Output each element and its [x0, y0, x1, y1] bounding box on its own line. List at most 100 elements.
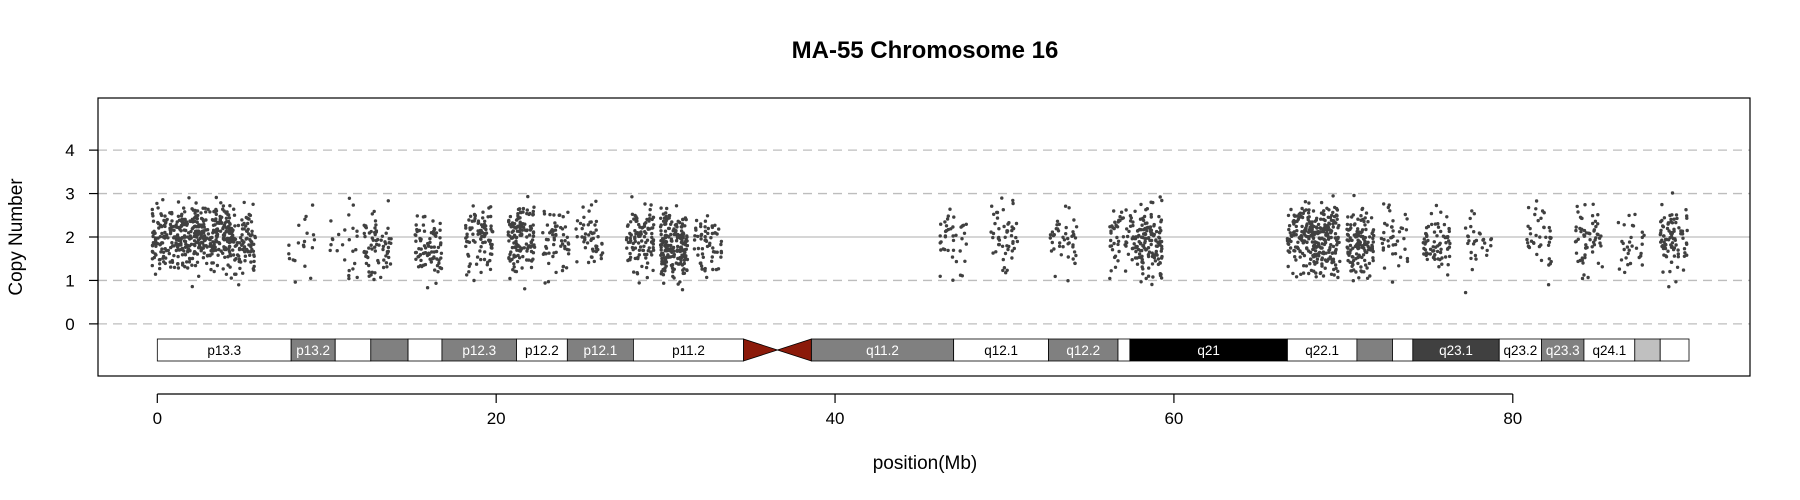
data-point [939, 222, 943, 226]
data-point [465, 232, 469, 236]
data-point [1066, 279, 1070, 283]
data-point [196, 213, 200, 218]
data-point [664, 211, 668, 215]
data-point [1354, 252, 1359, 256]
data-point [589, 230, 593, 234]
data-point [211, 218, 215, 222]
data-point [247, 217, 251, 221]
data-point [1627, 248, 1631, 252]
data-point [1672, 254, 1677, 258]
data-point [1588, 238, 1592, 242]
data-point [311, 233, 316, 237]
data-point [1005, 244, 1009, 248]
data-point [520, 228, 524, 232]
data-point [1668, 269, 1672, 274]
data-point [554, 270, 558, 275]
data-point [179, 237, 183, 241]
data-point [699, 261, 703, 265]
data-point [1109, 269, 1113, 273]
data-point [1110, 248, 1115, 252]
data-point [651, 215, 655, 220]
data-point [303, 264, 307, 268]
data-point [1629, 235, 1633, 240]
data-point [1370, 246, 1375, 251]
data-point [594, 244, 598, 248]
data-point [530, 259, 534, 263]
data-point [188, 249, 192, 253]
data-point [1307, 249, 1311, 253]
data-point [189, 236, 193, 240]
data-point [1004, 271, 1008, 275]
data-point [192, 251, 196, 256]
data-point [202, 251, 206, 255]
data-point [683, 224, 687, 228]
data-point [479, 245, 483, 249]
data-point [583, 246, 588, 250]
data-point [1291, 220, 1295, 224]
data-point [211, 223, 216, 227]
data-point [648, 207, 652, 212]
data-point [1533, 212, 1537, 217]
data-point [566, 252, 571, 256]
data-point [555, 224, 559, 228]
data-point [1666, 222, 1670, 226]
data-point [483, 250, 487, 254]
data-point [438, 243, 443, 247]
data-point [517, 229, 522, 234]
data-point [1576, 210, 1580, 214]
data-point [1387, 244, 1391, 248]
data-point [1442, 222, 1447, 227]
data-point [211, 230, 216, 234]
chromosome-ideogram: p13.3 p13.2 p12.3 p12.2 p12.1 p11.2 q11.2 q12.1… [156, 338, 1690, 362]
data-point [645, 261, 650, 265]
data-point [638, 245, 643, 249]
data-point [170, 219, 174, 223]
data-point [190, 207, 194, 211]
data-point [566, 241, 570, 245]
data-point [199, 211, 203, 215]
data-point [162, 218, 166, 223]
data-point [512, 262, 516, 266]
data-point [669, 243, 673, 248]
data-point [236, 223, 241, 228]
data-point [203, 206, 207, 210]
data-point [387, 255, 391, 260]
data-point [1327, 221, 1331, 225]
data-point [1447, 229, 1452, 234]
data-point [1124, 244, 1128, 248]
data-point [417, 228, 422, 233]
data-point [659, 253, 663, 257]
data-point [464, 236, 468, 240]
data-point [180, 212, 184, 216]
data-point [581, 205, 585, 209]
data-point [1157, 214, 1161, 219]
data-point [1356, 227, 1360, 231]
data-point [386, 226, 390, 230]
data-point [1156, 262, 1161, 267]
data-point [1379, 236, 1384, 241]
data-point [438, 236, 442, 240]
band-label-p12.2: p12.2 [525, 343, 559, 358]
data-point [362, 223, 366, 227]
data-point [157, 226, 161, 230]
data-point [591, 249, 595, 253]
data-point [1546, 283, 1551, 287]
data-point [525, 235, 529, 239]
data-point [369, 229, 373, 234]
data-point [580, 235, 584, 239]
data-point [1329, 243, 1333, 247]
data-point [160, 224, 164, 229]
data-point [1542, 211, 1546, 215]
data-point [1434, 203, 1439, 208]
data-point [224, 226, 229, 230]
data-point [630, 195, 634, 199]
data-point [206, 207, 210, 211]
data-point [1319, 271, 1323, 275]
data-point [703, 225, 707, 229]
data-point [1397, 230, 1402, 234]
data-point [705, 244, 710, 249]
data-point [1071, 230, 1075, 234]
data-point [991, 231, 996, 236]
data-point [950, 255, 955, 259]
data-point [521, 254, 525, 259]
